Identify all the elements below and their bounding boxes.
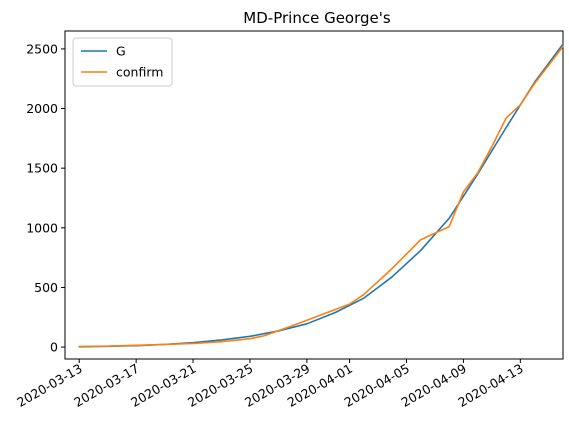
series-lines	[78, 43, 564, 348]
y-tick-label: 1000	[26, 220, 58, 235]
y-tick-label: 1500	[26, 161, 58, 176]
legend-box	[72, 37, 173, 87]
y-tick-label: 500	[34, 280, 58, 295]
x-tick-label: 2020-04-13	[455, 361, 525, 410]
y-tick-label: 0	[50, 340, 58, 355]
series-line-confirm	[78, 45, 564, 348]
y-axis: 0 500 1000 1500 2000 2500	[26, 41, 65, 355]
legend-label: confirm	[116, 65, 163, 80]
y-tick-label: 2500	[26, 41, 58, 56]
plot-frame	[64, 30, 564, 360]
series-line-G	[78, 43, 564, 348]
y-tick-label: 2000	[26, 101, 58, 116]
x-axis: 2020-03-132020-03-172020-03-212020-03-25…	[14, 359, 526, 410]
legend-label: G	[116, 44, 126, 59]
plot-area	[64, 30, 564, 360]
chart-title: MD-Prince George's	[243, 9, 391, 27]
